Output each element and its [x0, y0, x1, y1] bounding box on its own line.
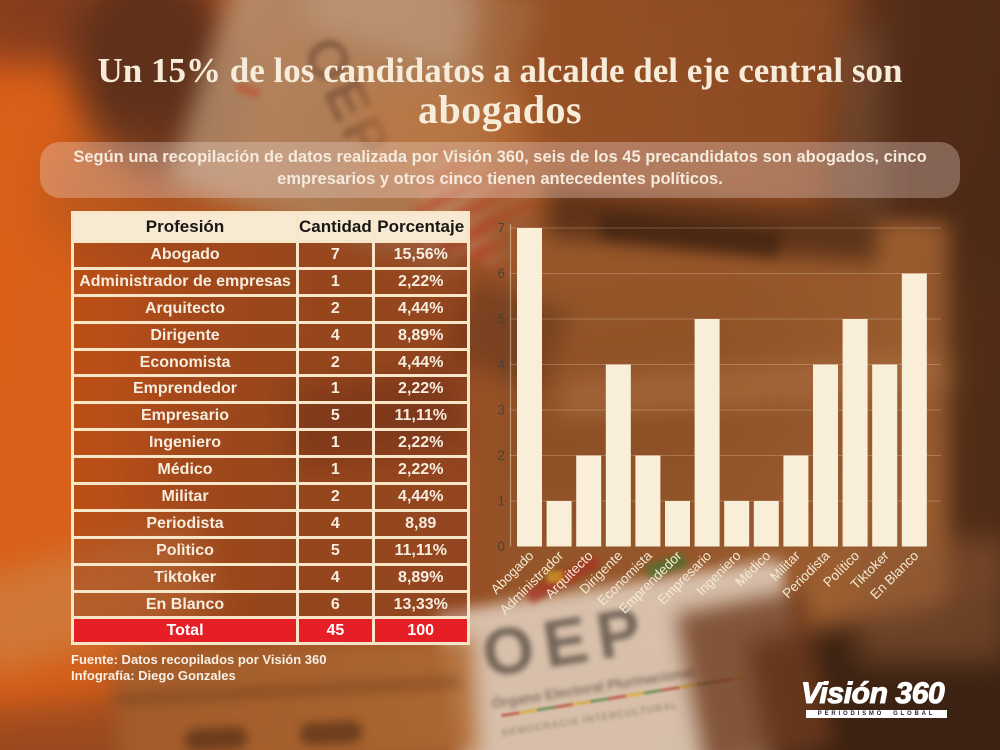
- svg-text:7: 7: [497, 221, 505, 236]
- svg-text:5: 5: [497, 312, 505, 327]
- svg-text:0: 0: [497, 539, 505, 554]
- svg-text:6: 6: [497, 266, 505, 281]
- svg-text:4: 4: [497, 357, 505, 372]
- svg-text:3: 3: [497, 403, 505, 418]
- svg-text:2: 2: [497, 448, 505, 463]
- svg-text:1: 1: [497, 494, 505, 509]
